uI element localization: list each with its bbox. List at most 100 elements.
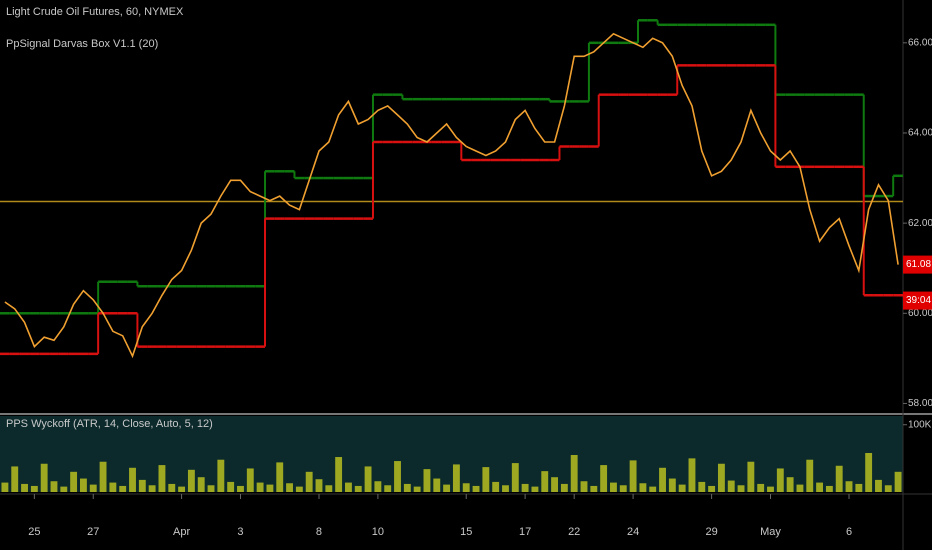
volume-bar <box>433 478 441 492</box>
volume-bar <box>207 485 215 492</box>
x-tick-label: 29 <box>705 526 717 538</box>
volume-bar <box>855 483 863 492</box>
y-tick-label: 62.00 <box>908 218 932 229</box>
volume-bar <box>452 464 460 492</box>
y-tick-label: 100K <box>908 419 932 430</box>
volume-bar <box>482 467 490 492</box>
x-tick-label: 15 <box>460 526 472 538</box>
volume-bar <box>443 484 451 492</box>
volume-bar <box>629 460 637 492</box>
volume-bar <box>590 485 598 492</box>
volume-bar <box>374 481 382 492</box>
volume-bar <box>187 469 195 492</box>
volume-bar <box>394 461 401 492</box>
x-tick-label: 22 <box>568 526 580 538</box>
volume-bar <box>639 483 647 492</box>
volume-bar <box>266 484 274 492</box>
volume-bar <box>364 466 372 492</box>
volume-bar <box>237 485 244 492</box>
volume-bar <box>50 481 58 492</box>
volume-bar <box>580 481 588 492</box>
volume-bar <box>865 452 873 492</box>
indicator-title: PpSignal Darvas Box V1.1 (20) <box>6 38 158 50</box>
x-tick-label: 24 <box>627 526 639 538</box>
countdown-box <box>903 291 932 310</box>
volume-bar <box>708 485 716 492</box>
volume-bar <box>727 480 735 492</box>
x-tick-label: 6 <box>846 526 852 538</box>
volume-bar <box>884 485 892 492</box>
volume-bar <box>551 477 558 492</box>
volume-bar <box>502 485 509 492</box>
x-tick-label: 8 <box>316 526 322 538</box>
volume-bar <box>806 459 814 492</box>
volume-bar <box>767 486 774 492</box>
volume-bar <box>875 479 882 492</box>
volume-bar <box>413 486 421 492</box>
volume-bar <box>541 471 549 492</box>
volume-bar <box>521 483 529 492</box>
x-tick-label: 17 <box>519 526 531 538</box>
volume-bar <box>345 482 352 492</box>
volume-bar <box>570 455 578 492</box>
volume-bar <box>129 467 136 492</box>
volume-bar <box>717 463 725 492</box>
volume-bar <box>305 471 313 492</box>
volume-bar <box>286 483 293 492</box>
volume-bar <box>492 481 500 492</box>
chart-title: Light Crude Oil Futures, 60, NYMEX <box>6 6 184 18</box>
volume-bar <box>560 483 568 492</box>
volume-bar <box>1 482 9 492</box>
volume-bar <box>227 481 235 492</box>
volume-bar <box>30 485 38 492</box>
volume-bar <box>276 462 284 492</box>
volume-bar <box>678 484 686 492</box>
volume-bar <box>894 471 902 492</box>
volume-bar <box>835 465 843 492</box>
x-tick-label: 27 <box>87 526 99 538</box>
volume-bar <box>659 467 666 492</box>
volume-bar <box>737 485 745 492</box>
volume-bar <box>403 483 411 492</box>
volume-bar <box>40 463 48 492</box>
volume-bar <box>325 485 333 492</box>
volume-bar <box>688 458 696 492</box>
volume-bar <box>109 482 117 492</box>
volume-bar <box>600 465 608 492</box>
volume-bar <box>825 485 833 492</box>
volume-bar <box>384 485 392 492</box>
last-price-box <box>903 255 932 274</box>
volume-bar <box>649 486 657 492</box>
volume-bar <box>462 483 470 492</box>
x-tick-label: 10 <box>372 526 384 538</box>
volume-bar <box>354 485 362 492</box>
volume-bar <box>747 461 755 492</box>
price-line <box>4 32 899 359</box>
volume-bar <box>197 477 205 492</box>
volume-bar <box>79 478 87 492</box>
volume-bar <box>138 479 146 492</box>
x-tick-label: 25 <box>28 526 40 538</box>
y-tick-label: 66.00 <box>908 37 932 48</box>
volume-bar <box>698 481 706 492</box>
volume-bar <box>668 478 676 492</box>
volume-bar <box>148 485 156 492</box>
volume-bar <box>776 468 784 492</box>
volume-bar <box>472 485 480 492</box>
volume-bar <box>423 469 431 492</box>
volume-bar <box>315 479 323 492</box>
volume-bar <box>217 459 225 492</box>
volume-bar <box>796 484 804 492</box>
last-price-label: 61.08 <box>906 259 931 270</box>
volume-bar <box>610 482 617 492</box>
volume-bar <box>99 461 107 492</box>
volume-bar <box>786 477 794 492</box>
volume-bar <box>335 457 343 492</box>
volume-bar <box>845 481 853 492</box>
x-tick-label: May <box>760 526 781 538</box>
y-tick-label: 64.00 <box>908 128 932 139</box>
wyckoff-title: PPS Wyckoff (ATR, 14, Close, Auto, 5, 12… <box>6 418 213 430</box>
volume-bar <box>70 471 78 492</box>
